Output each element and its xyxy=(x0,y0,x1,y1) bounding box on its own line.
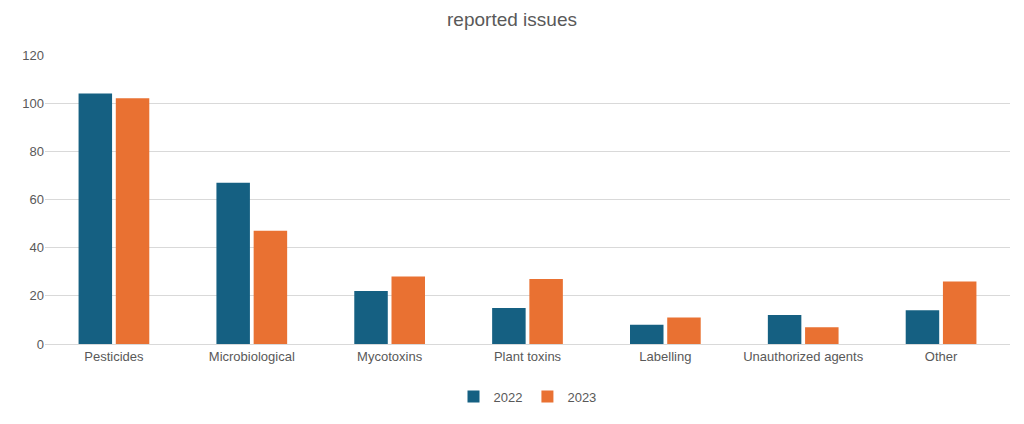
svg-text:Microbiological: Microbiological xyxy=(209,349,295,364)
svg-text:2023: 2023 xyxy=(567,390,596,405)
svg-text:Plant toxins: Plant toxins xyxy=(494,349,562,364)
svg-text:20: 20 xyxy=(30,288,44,303)
svg-text:120: 120 xyxy=(22,48,44,63)
svg-text:Mycotoxins: Mycotoxins xyxy=(357,349,423,364)
svg-text:Pesticides: Pesticides xyxy=(84,349,144,364)
svg-text:Labelling: Labelling xyxy=(639,349,691,364)
svg-text:reported issues: reported issues xyxy=(447,9,577,30)
svg-text:100: 100 xyxy=(22,96,44,111)
svg-text:2022: 2022 xyxy=(494,390,523,405)
svg-text:80: 80 xyxy=(30,144,44,159)
svg-text:40: 40 xyxy=(30,240,44,255)
svg-text:Unauthorized agents: Unauthorized agents xyxy=(743,349,863,364)
svg-text:0: 0 xyxy=(37,337,44,352)
svg-text:60: 60 xyxy=(30,192,44,207)
svg-text:Other: Other xyxy=(925,349,958,364)
